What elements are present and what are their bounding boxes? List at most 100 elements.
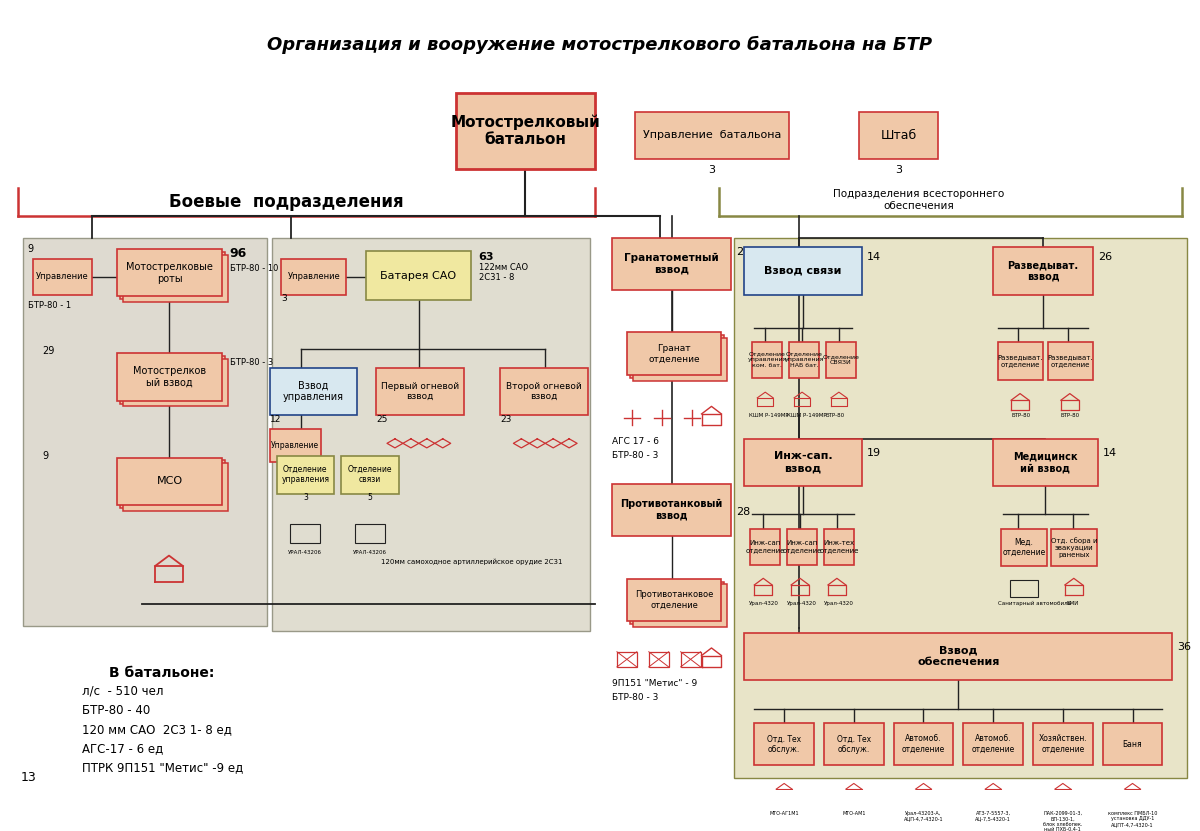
Text: 22: 22 bbox=[737, 247, 751, 257]
FancyBboxPatch shape bbox=[118, 458, 222, 505]
Text: БТР-80 - 10: БТР-80 - 10 bbox=[229, 263, 278, 273]
FancyBboxPatch shape bbox=[456, 93, 595, 169]
FancyBboxPatch shape bbox=[824, 723, 883, 765]
FancyBboxPatch shape bbox=[120, 460, 224, 508]
Text: Санитарный автомобиль: Санитарный автомобиль bbox=[998, 601, 1072, 606]
Text: Второй огневой
взвод: Второй огневой взвод bbox=[506, 381, 582, 401]
FancyBboxPatch shape bbox=[826, 342, 856, 378]
FancyBboxPatch shape bbox=[734, 238, 1187, 778]
Text: Боевые  подразделения: Боевые подразделения bbox=[169, 193, 403, 211]
Text: Инж-сап.
взвод: Инж-сап. взвод bbox=[774, 451, 833, 473]
FancyBboxPatch shape bbox=[612, 484, 731, 536]
Text: Взвод
управления: Взвод управления bbox=[283, 381, 344, 402]
Text: 14: 14 bbox=[1103, 448, 1117, 458]
Text: Взвод
обеспечения: Взвод обеспечения bbox=[917, 646, 1000, 667]
Text: ПАК-2099-01-3,
БП-130-1,
блок хлебопек.
ный ПХБ-0,4-1: ПАК-2099-01-3, БП-130-1, блок хлебопек. … bbox=[1043, 811, 1082, 831]
Text: Взвод связи: Взвод связи bbox=[764, 266, 841, 276]
Text: Батарея САО: Батарея САО bbox=[380, 271, 456, 281]
FancyBboxPatch shape bbox=[120, 252, 224, 299]
FancyBboxPatch shape bbox=[894, 723, 953, 765]
FancyBboxPatch shape bbox=[790, 342, 818, 378]
Text: Мотострелков
ый взвод: Мотострелков ый взвод bbox=[133, 366, 206, 388]
Text: 120 мм САО  2С3 1- 8 ед: 120 мм САО 2С3 1- 8 ед bbox=[83, 723, 233, 735]
FancyBboxPatch shape bbox=[23, 238, 266, 627]
Text: 96: 96 bbox=[229, 248, 247, 260]
Text: Гранат
отделение: Гранат отделение bbox=[648, 344, 700, 363]
Text: 19: 19 bbox=[866, 448, 881, 458]
Text: Организация и вооружение мотострелкового батальона на БТР: Организация и вооружение мотострелкового… bbox=[268, 37, 932, 55]
Text: Противотанковый
взвод: Противотанковый взвод bbox=[620, 499, 722, 521]
FancyBboxPatch shape bbox=[964, 723, 1024, 765]
FancyBboxPatch shape bbox=[32, 258, 92, 294]
Text: АГС-17 - 6 ед: АГС-17 - 6 ед bbox=[83, 742, 163, 755]
FancyBboxPatch shape bbox=[1048, 342, 1093, 380]
Text: Отделение
СВЯЗИ: Отделение СВЯЗИ bbox=[822, 355, 859, 366]
FancyBboxPatch shape bbox=[270, 367, 358, 415]
Text: Урал-4320: Урал-4320 bbox=[824, 601, 854, 606]
FancyBboxPatch shape bbox=[270, 429, 322, 462]
Text: Медицинск
ий взвод: Медицинск ий взвод bbox=[1013, 451, 1078, 473]
FancyBboxPatch shape bbox=[994, 439, 1098, 486]
Text: УРАЛ-43206: УРАЛ-43206 bbox=[353, 550, 388, 555]
Text: КШМ Р-149МР: КШМ Р-149МР bbox=[787, 413, 827, 418]
Text: ПТРК 9П151 "Метис" -9 ед: ПТРК 9П151 "Метис" -9 ед bbox=[83, 760, 244, 774]
FancyBboxPatch shape bbox=[632, 584, 727, 627]
Text: 13: 13 bbox=[20, 771, 36, 784]
FancyBboxPatch shape bbox=[1033, 723, 1093, 765]
Text: БТР-80 - 3: БТР-80 - 3 bbox=[229, 358, 272, 367]
FancyBboxPatch shape bbox=[755, 723, 814, 765]
FancyBboxPatch shape bbox=[376, 367, 463, 415]
Text: Мотострелковый
батальон: Мотострелковый батальон bbox=[450, 114, 600, 147]
Text: Инж-сап
отделение: Инж-сап отделение bbox=[782, 540, 822, 553]
FancyBboxPatch shape bbox=[824, 529, 854, 564]
Text: 14: 14 bbox=[866, 252, 881, 262]
Text: МСО: МСО bbox=[156, 476, 182, 486]
Text: МТО-АГ1М1: МТО-АГ1М1 bbox=[769, 811, 799, 816]
Text: 29: 29 bbox=[42, 347, 55, 356]
FancyBboxPatch shape bbox=[366, 251, 470, 300]
Text: Управление: Управление bbox=[36, 272, 89, 281]
Text: 26: 26 bbox=[1098, 252, 1112, 262]
FancyBboxPatch shape bbox=[124, 359, 228, 406]
Text: комплекс ПМБЛ-10
установка ДДУ-1
АЦПТ-4,7-4320-1: комплекс ПМБЛ-10 установка ДДУ-1 АЦПТ-4,… bbox=[1108, 811, 1157, 827]
FancyBboxPatch shape bbox=[124, 463, 228, 510]
Text: 3: 3 bbox=[708, 165, 715, 175]
FancyBboxPatch shape bbox=[998, 342, 1043, 380]
FancyBboxPatch shape bbox=[630, 582, 725, 624]
Text: Отд. Тех
обслуж.: Отд. Тех обслуж. bbox=[836, 735, 871, 754]
FancyBboxPatch shape bbox=[124, 255, 228, 302]
Text: Управление  батальона: Управление батальона bbox=[643, 130, 781, 140]
Text: Гранатометный
взвод: Гранатометный взвод bbox=[624, 253, 719, 274]
FancyBboxPatch shape bbox=[744, 439, 862, 486]
FancyBboxPatch shape bbox=[118, 249, 222, 297]
Text: Противотанковое
отделение: Противотанковое отделение bbox=[635, 590, 713, 610]
Text: 120мм самоходное артиллерийское орудие 2С31: 120мм самоходное артиллерийское орудие 2… bbox=[382, 558, 563, 565]
Text: БМИ: БМИ bbox=[1067, 601, 1079, 606]
FancyBboxPatch shape bbox=[632, 338, 727, 381]
Text: Разведыват.
взвод: Разведыват. взвод bbox=[1007, 260, 1079, 282]
Text: Автомоб.
отделение: Автомоб. отделение bbox=[972, 735, 1015, 754]
FancyBboxPatch shape bbox=[630, 336, 725, 378]
Text: БТР-80: БТР-80 bbox=[1012, 413, 1031, 418]
Text: 25: 25 bbox=[376, 416, 388, 424]
Text: БТР-80 - 1: БТР-80 - 1 bbox=[28, 302, 71, 311]
FancyBboxPatch shape bbox=[612, 238, 731, 290]
Text: 23: 23 bbox=[500, 416, 512, 424]
Text: Разведыват.
отделение: Разведыват. отделение bbox=[1048, 354, 1093, 367]
Text: 63: 63 bbox=[479, 252, 494, 262]
FancyBboxPatch shape bbox=[118, 353, 222, 401]
FancyBboxPatch shape bbox=[626, 579, 721, 622]
Text: 9: 9 bbox=[42, 450, 49, 460]
Text: Штаб: Штаб bbox=[881, 129, 917, 142]
Text: Отделение
управления
НАБ бат.: Отделение управления НАБ бат. bbox=[785, 352, 823, 368]
Text: Первый огневой
взвод: Первый огневой взвод bbox=[380, 381, 458, 401]
FancyBboxPatch shape bbox=[626, 332, 721, 375]
Text: Отделение
управления
ком. бат.: Отделение управления ком. бат. bbox=[748, 352, 787, 368]
FancyBboxPatch shape bbox=[1103, 723, 1163, 765]
Text: 36: 36 bbox=[1177, 642, 1192, 652]
Text: Инж-тех
отделение: Инж-тех отделение bbox=[820, 540, 858, 553]
Text: Урал-4320: Урал-4320 bbox=[749, 601, 779, 606]
Text: УРАЛ-43206: УРАЛ-43206 bbox=[288, 550, 323, 555]
Text: Разведыват.
отделение: Разведыват. отделение bbox=[997, 354, 1043, 367]
FancyBboxPatch shape bbox=[859, 111, 938, 159]
